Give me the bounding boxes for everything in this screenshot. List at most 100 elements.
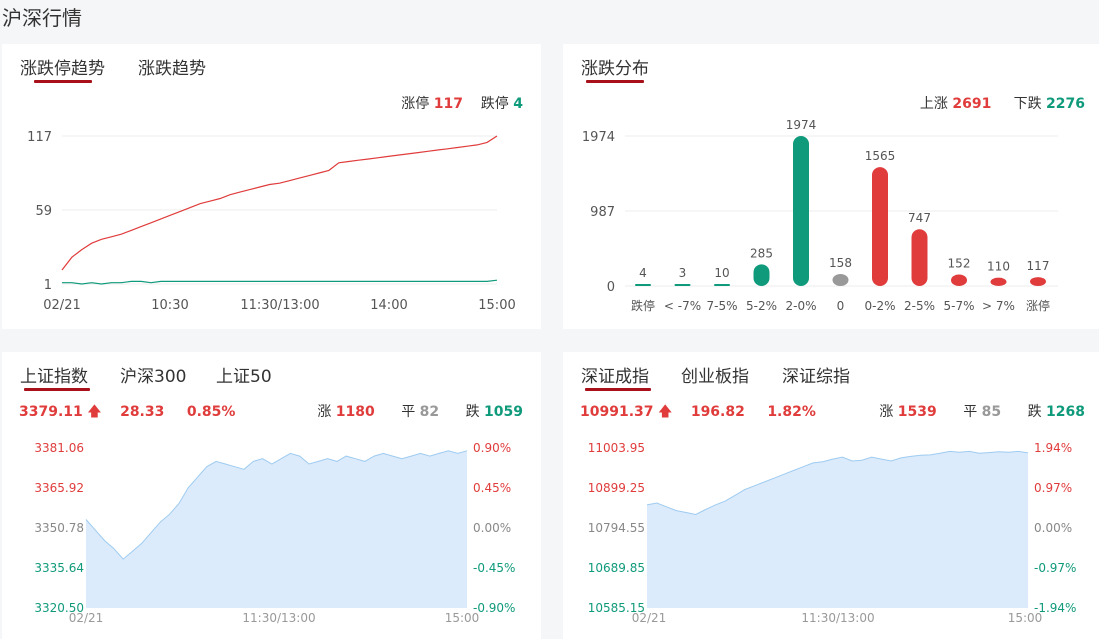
y-tick-label: 0 <box>607 280 615 295</box>
right-tick-label: -1.94% <box>1034 601 1076 615</box>
active-tab-underline <box>24 388 90 391</box>
tab-distribution[interactable]: 涨跌分布 <box>581 59 649 79</box>
limit-down-value: 4 <box>513 96 523 112</box>
left-tick-label: 10585.15 <box>588 601 645 615</box>
active-tab-underline <box>585 388 651 391</box>
active-tab-underline <box>586 80 644 83</box>
category-label: 5-2% <box>746 299 777 313</box>
limit-down-label: 跌停 <box>480 96 509 112</box>
fall-label: 下跌 <box>1013 96 1042 112</box>
left-tick-label: 3365.92 <box>34 481 84 495</box>
bar <box>951 274 967 286</box>
x-tick-label: 11:30/13:00 <box>240 298 319 313</box>
right-tick-label: 0.00% <box>1034 521 1072 535</box>
bar <box>674 284 691 286</box>
tab-sh-index[interactable]: 上证指数 <box>20 367 88 387</box>
up-arrow-icon: 🡅 <box>87 404 102 420</box>
bar-value-label: 110 <box>987 260 1010 274</box>
down-count: 1059 <box>484 404 523 420</box>
tab-chinext[interactable]: 创业板指 <box>681 367 749 387</box>
page-title: 沪深行情 <box>2 6 82 30</box>
bar <box>911 229 928 286</box>
y-tick-label: 987 <box>590 205 615 220</box>
area-fill <box>86 450 467 608</box>
x-tick-label: 02/21 <box>43 298 80 313</box>
up-label: 涨 <box>317 404 332 420</box>
sz-index-panel: 深证成指 创业板指 深证综指 10991.37 🡅 196.82 1.82% 涨… <box>563 352 1099 639</box>
up-count: 1539 <box>897 404 937 420</box>
sh-pct: 0.85% <box>186 404 236 420</box>
bar <box>1030 277 1046 286</box>
series-line-0 <box>61 135 498 271</box>
bar <box>793 136 809 286</box>
tab-sz-component[interactable]: 深证成指 <box>581 367 649 387</box>
bar <box>714 284 730 286</box>
down-label: 跌 <box>465 404 480 420</box>
up-label: 涨 <box>879 404 894 420</box>
limit-stats: 涨停 117 跌停 4 <box>401 93 523 113</box>
y-tick-label: 1974 <box>582 130 615 145</box>
sh-change: 28.33 <box>120 404 165 420</box>
right-tick-label: 0.00% <box>473 521 511 535</box>
x-tick-label: 15:00 <box>445 611 480 625</box>
sh-price: 3379.11 <box>19 404 83 420</box>
y-tick-label: 59 <box>35 204 52 219</box>
y-tick-label: 1 <box>44 278 52 293</box>
x-tick-label: 14:00 <box>370 298 407 313</box>
tab-sz50[interactable]: 上证50 <box>216 367 272 387</box>
right-tick-label: -0.97% <box>1034 561 1076 575</box>
category-label: 涨停 <box>1026 298 1050 313</box>
sh-breadth: 涨 1180 平 82 跌 1059 <box>317 401 523 421</box>
down-count: 1268 <box>1046 404 1085 420</box>
right-tick-label: 0.97% <box>1034 481 1072 495</box>
bar-value-label: 10 <box>714 266 729 280</box>
left-tick-label: 10899.25 <box>588 481 645 495</box>
bar <box>635 284 651 286</box>
flat-label: 平 <box>963 404 978 420</box>
right-tick-label: 1.94% <box>1034 441 1072 455</box>
category-label: < -7% <box>664 299 701 313</box>
category-label: 5-7% <box>943 299 974 313</box>
category-label: 0 <box>837 299 845 313</box>
series-line-1 <box>62 279 498 285</box>
up-arrow-icon: 🡅 <box>657 404 673 420</box>
category-label: 2-5% <box>904 299 935 313</box>
up-count: 1180 <box>335 404 375 420</box>
bar <box>832 273 849 286</box>
y-tick-label: 117 <box>27 130 52 145</box>
bar <box>753 264 770 286</box>
bar-value-label: 285 <box>750 246 773 260</box>
bar-value-label: 3 <box>679 266 687 280</box>
category-label: 0-2% <box>864 299 895 313</box>
down-label: 跌 <box>1027 404 1042 420</box>
limit-trend-panel: 涨跌停趋势 涨跌趋势 涨停 117 跌停 4 117 59 1 02/21 10:30 1… <box>2 44 541 329</box>
flat-count: 82 <box>419 404 440 420</box>
left-tick-label: 10689.85 <box>588 561 645 575</box>
tab-limit-trend[interactable]: 涨跌停趋势 <box>20 59 105 79</box>
limit-up-value: 117 <box>433 96 463 112</box>
category-label: 7-5% <box>706 299 737 313</box>
bar-value-label: 4 <box>639 266 647 280</box>
sh-index-panel: 上证指数 沪深300 上证50 3379.11 🡅 28.33 0.85% 涨 … <box>2 352 541 639</box>
rise-label: 上涨 <box>919 96 948 112</box>
left-tick-label: 3381.06 <box>34 441 84 455</box>
tab-hs300[interactable]: 沪深300 <box>120 367 187 387</box>
category-label: 2-0% <box>785 299 816 313</box>
x-tick-label: 11:30/13:00 <box>801 611 874 625</box>
tab-updown-trend[interactable]: 涨跌趋势 <box>138 59 206 79</box>
rise-value: 2691 <box>952 96 992 112</box>
left-tick-label: 3335.64 <box>34 561 84 575</box>
x-tick-label: 02/21 <box>632 611 667 625</box>
area-fill <box>647 451 1028 608</box>
flat-count: 85 <box>981 404 1002 420</box>
x-tick-label: 15:00 <box>1008 611 1043 625</box>
sz-breadth: 涨 1539 平 85 跌 1268 <box>879 401 1085 421</box>
limit-up-label: 涨停 <box>401 96 430 112</box>
flat-label: 平 <box>401 404 416 420</box>
bar-value-label: 1974 <box>786 118 817 132</box>
x-tick-label: 15:00 <box>478 298 515 313</box>
bar <box>872 167 888 286</box>
distribution-chart: 1974 987 0 4 跌停 3 < -7% 10 7-5% 285 5-2% 1974 2-0% 15… <box>582 118 1058 313</box>
sz-pct: 1.82% <box>767 404 816 420</box>
tab-sz-composite[interactable]: 深证综指 <box>782 367 850 387</box>
